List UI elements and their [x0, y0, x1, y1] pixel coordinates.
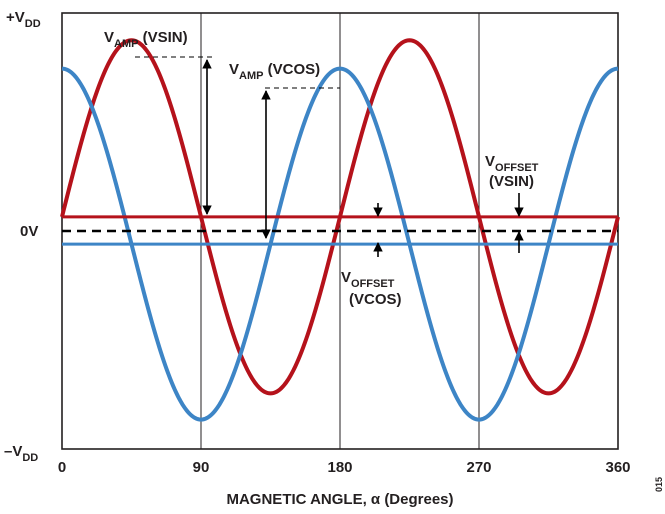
figure-id: 015 — [654, 477, 664, 492]
x-axis-title: MAGNETIC ANGLE, α (Degrees) — [226, 491, 453, 508]
voffset-vcos-label: VOFFSET — [341, 269, 395, 290]
y-label-zero: 0V — [20, 223, 38, 240]
voffset-vcos-label-line2: (VCOS) — [349, 291, 402, 308]
vamp-vcos-label: VAMP (VCOS) — [229, 61, 320, 82]
x-tick-90: 90 — [193, 459, 210, 476]
y-label-bottom: –VDD — [4, 443, 38, 464]
x-tick-360: 360 — [605, 459, 630, 476]
offset-lines — [62, 215, 618, 246]
vcos-curve — [61, 66, 619, 422]
x-tick-labels: 0 90 180 270 360 — [58, 459, 631, 476]
voffset-vsin-label: VOFFSET — [485, 153, 539, 174]
x-tick-0: 0 — [58, 459, 66, 476]
x-tick-270: 270 — [466, 459, 491, 476]
voffset-vsin-label-line2: (VSIN) — [489, 173, 534, 190]
annotation-arrows — [135, 56, 524, 257]
y-label-top: +VDD — [6, 9, 41, 30]
x-tick-180: 180 — [327, 459, 352, 476]
vamp-vsin-label: VAMP (VSIN) — [104, 29, 188, 50]
